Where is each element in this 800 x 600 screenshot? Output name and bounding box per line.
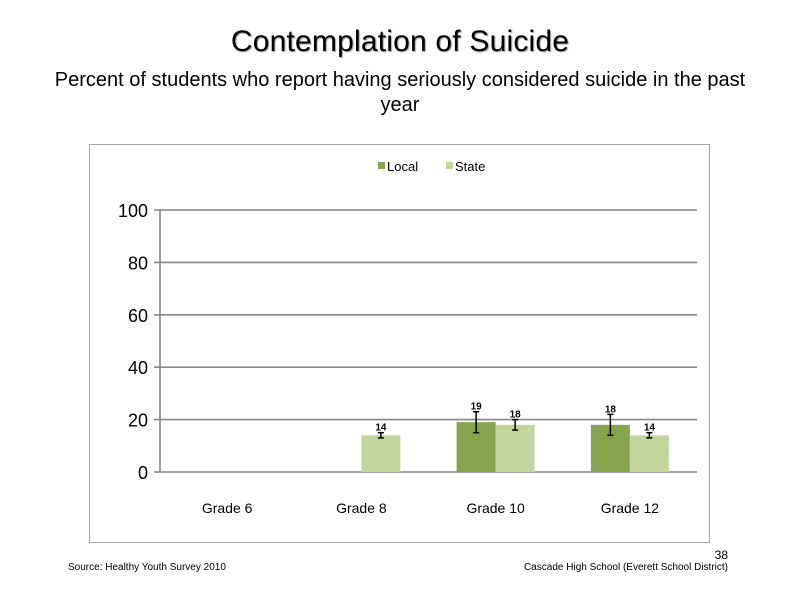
legend-label-state: State <box>455 159 485 174</box>
data-label: 18 <box>510 410 522 421</box>
bars <box>361 422 669 472</box>
legend-swatch-local <box>378 162 385 169</box>
y-tick-label: 60 <box>128 306 148 326</box>
y-tick-label: 0 <box>138 463 148 483</box>
slide-title: Contemplation of Suicide <box>230 25 570 58</box>
y-tick-label: 100 <box>118 201 148 221</box>
data-label: 14 <box>644 423 656 434</box>
footer-source: Source: Healthy Youth Survey 2010 <box>68 562 226 573</box>
legend-label-local: Local <box>387 159 418 174</box>
data-label: 14 <box>375 423 387 434</box>
slide-subtitle: Percent of students who report having se… <box>54 69 746 116</box>
legend-swatch-state <box>446 162 453 169</box>
bar-state <box>495 424 535 472</box>
data-labels: 14 19 18 18 14 <box>375 402 655 434</box>
y-tick-label: 40 <box>128 358 148 378</box>
error-bars <box>377 410 653 439</box>
footer-school: Cascade High School (Everett School Dist… <box>524 562 728 573</box>
x-axis-ticks: Grade 6 Grade 8 Grade 10 Grade 12 <box>202 500 659 516</box>
data-label: 19 <box>471 402 483 413</box>
x-tick-label: Grade 6 <box>202 500 253 516</box>
x-tick-label: Grade 8 <box>336 500 387 516</box>
x-tick-label: Grade 10 <box>466 500 525 516</box>
y-axis-ticks: 0 20 40 60 80 100 <box>118 201 148 483</box>
y-tick-label: 80 <box>128 253 148 273</box>
x-tick-label: Grade 12 <box>601 500 660 516</box>
y-tick-label: 20 <box>128 411 148 431</box>
bar-state <box>629 435 669 472</box>
legend: Local State <box>378 159 485 174</box>
bar-state <box>361 435 401 472</box>
chart-frame <box>89 144 710 543</box>
page-number: 38 <box>714 548 728 562</box>
data-label: 18 <box>605 404 617 415</box>
